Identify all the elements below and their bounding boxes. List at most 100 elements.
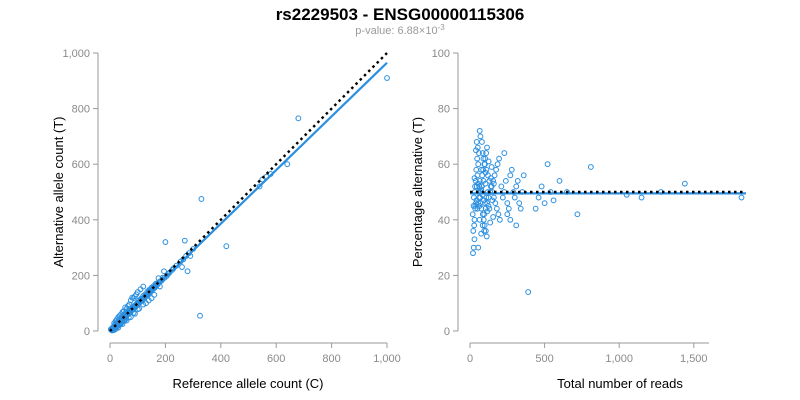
trend-lines: [109, 52, 388, 332]
y-tick-label: 400: [72, 215, 90, 227]
data-point: [480, 216, 487, 223]
data-point: [123, 311, 130, 318]
data-point: [483, 150, 490, 156]
data-point: [487, 219, 494, 226]
data-point: [482, 200, 488, 207]
data-point: [134, 289, 141, 295]
y-tick-label: 600: [72, 159, 90, 171]
data-point: [476, 127, 483, 134]
data-point: [738, 194, 745, 201]
data-point: [490, 180, 497, 187]
data-point: [485, 194, 492, 201]
data-point: [498, 183, 505, 190]
data-point: [477, 200, 484, 207]
data-point: [496, 155, 502, 162]
y-tick-label: 800: [72, 104, 90, 116]
data-point: [140, 283, 147, 290]
data-point: [480, 155, 487, 162]
data-point: [479, 172, 486, 179]
data-point: [478, 183, 485, 190]
data-point: [494, 161, 501, 168]
data-point: [475, 180, 481, 187]
data-point: [520, 172, 527, 179]
data-point: [482, 155, 489, 162]
data-point: [475, 244, 482, 251]
data-point: [493, 205, 500, 212]
x-tick-label: 0: [467, 353, 473, 365]
data-point: [502, 177, 509, 184]
data-point: [489, 197, 496, 204]
x-tick-label: 0: [107, 353, 113, 365]
data-point: [471, 175, 478, 182]
data-point: [495, 211, 502, 218]
data-point: [484, 144, 490, 151]
data-point: [473, 166, 480, 173]
data-point: [478, 230, 485, 237]
data-point: [470, 250, 476, 257]
data-point: [504, 211, 511, 218]
x-tick-label: 1,500: [680, 353, 708, 365]
chart-title: rs2229503 - ENSG00000115306: [276, 5, 525, 24]
x-tick-label: 600: [267, 353, 285, 365]
data-point: [488, 164, 495, 170]
data-point: [477, 133, 484, 140]
x-tick-label: 1,000: [605, 353, 633, 365]
data-point: [681, 180, 688, 187]
data-point: [181, 237, 188, 244]
data-point: [492, 200, 499, 207]
data-point: [486, 177, 493, 184]
data-point: [122, 304, 129, 311]
data-point: [475, 161, 482, 168]
data-points: [107, 75, 390, 334]
data-point: [197, 312, 203, 319]
data-point: [155, 275, 162, 282]
x-axis-title: Total number of reads: [557, 376, 683, 391]
data-point: [493, 166, 500, 173]
data-point: [538, 183, 545, 190]
data-point: [517, 205, 524, 212]
data-point: [482, 228, 489, 234]
y-tick-label: 60: [438, 159, 450, 171]
data-point: [198, 196, 205, 202]
data-point: [514, 177, 521, 184]
data-point: [162, 239, 169, 245]
data-point: [474, 172, 481, 179]
data-point: [478, 166, 485, 173]
data-point: [513, 222, 520, 229]
scatter-panel-percentage: 0 20 40 60 80 100 0 500 1,000 1,500 Total number …: [410, 48, 746, 391]
data-point: [487, 175, 494, 182]
data-point: [469, 211, 476, 218]
data-point: [470, 228, 477, 234]
data-point: [471, 236, 478, 243]
data-point: [479, 139, 485, 145]
data-point: [483, 233, 490, 240]
data-point: [179, 264, 185, 270]
axis-ticks: 0 20 40 60 80 100 0 500 1,000 1,500: [432, 48, 708, 365]
data-point: [143, 292, 149, 299]
data-point: [550, 197, 557, 204]
data-point: [574, 211, 581, 218]
y-axis-title: Alternative allele count (T): [51, 116, 66, 267]
data-point: [476, 203, 483, 209]
x-axis-title: Reference allele count (C): [172, 376, 323, 391]
data-point: [485, 158, 492, 165]
data-point: [479, 222, 486, 229]
y-tick-label: 40: [438, 215, 450, 227]
data-point: [507, 216, 514, 223]
data-point: [507, 172, 514, 179]
data-point: [473, 147, 479, 154]
chart-subtitle: p-value: 6.88×10-3: [355, 23, 445, 37]
data-point: [532, 205, 539, 212]
axis-ticks: 0 200 400 600 800 1,000 0 200 400 600 800 1,000: [62, 48, 400, 365]
data-point: [143, 300, 149, 307]
x-tick-label: 800: [322, 353, 340, 365]
data-point: [470, 203, 477, 209]
data-point: [137, 286, 144, 293]
data-point: [161, 268, 167, 275]
pvalue-exponent: -3: [438, 23, 446, 32]
data-point: [508, 166, 515, 173]
data-point: [481, 228, 488, 234]
data-point: [525, 289, 532, 295]
data-points: [469, 127, 745, 295]
